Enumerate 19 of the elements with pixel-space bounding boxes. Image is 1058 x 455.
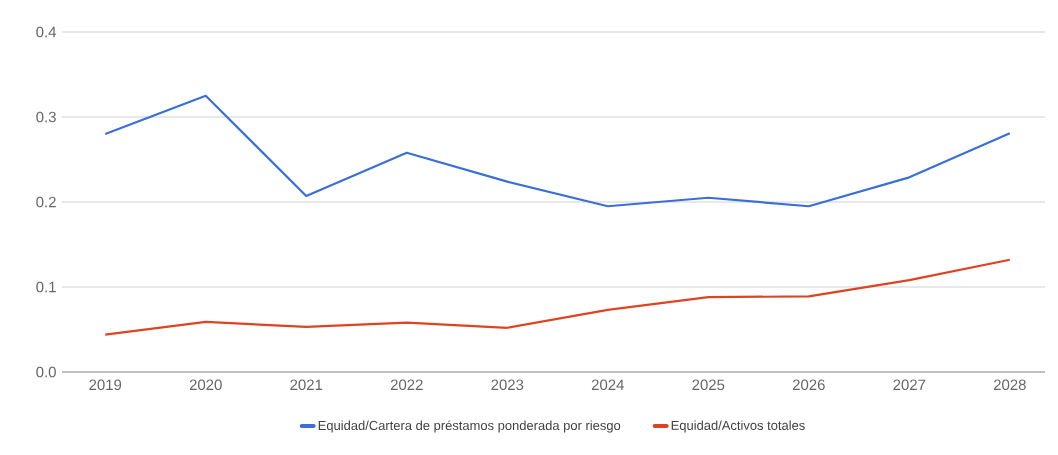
y-tick-label: 0.3 [36, 111, 56, 123]
y-tick-label: 0.0 [36, 366, 56, 378]
x-tick-label: 2021 [290, 379, 323, 391]
x-tick-label: 2020 [189, 379, 222, 391]
x-tick-label: 2026 [792, 379, 825, 391]
legend-label: Equidad/Cartera de préstamos ponderada por riesgo [318, 420, 621, 433]
x-tick-label: 2022 [390, 379, 423, 391]
x-tick-label: 2024 [591, 379, 624, 391]
x-tick-label: 2028 [993, 379, 1026, 391]
y-tick-label: 0.2 [36, 196, 56, 208]
x-tick-label: 2025 [692, 379, 725, 391]
y-tick-label: 0.1 [36, 281, 56, 293]
y-tick-label: 0.4 [36, 26, 57, 38]
legend-label: Equidad/Activos totales [671, 420, 805, 433]
x-tick-label: 2023 [491, 379, 524, 391]
x-tick-label: 2027 [893, 379, 926, 391]
x-tick-label: 2019 [89, 379, 122, 391]
line-series [104, 258, 1011, 336]
line-series [104, 94, 1011, 208]
